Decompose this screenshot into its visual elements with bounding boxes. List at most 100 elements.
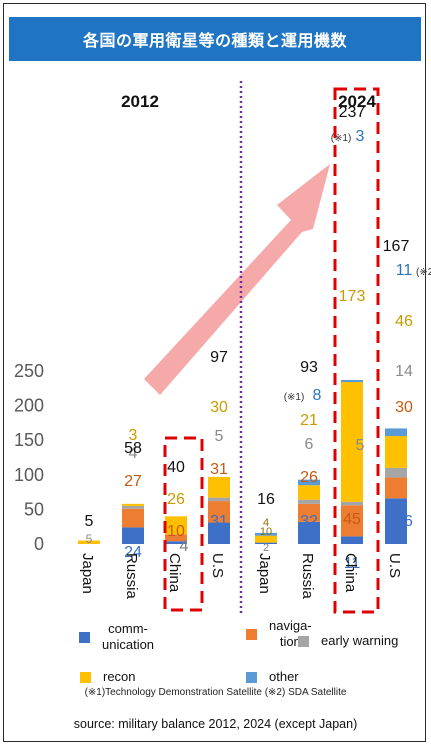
source-note: source: military balance 2012, 2024 (exc… [73, 717, 358, 731]
bar-segment-navigation [165, 534, 187, 542]
bar-segment-recon [165, 516, 187, 535]
legend-label: other [269, 669, 299, 684]
segment-label: 10 [167, 523, 185, 540]
note-marker: (※2 [416, 267, 431, 278]
bar-segment-other [255, 532, 277, 536]
total-label: 93 [300, 359, 318, 376]
bar-segment-other [385, 428, 407, 437]
y-tick-label: 200 [14, 396, 44, 416]
legend-swatch [246, 671, 257, 683]
bar-segment-navigation [122, 508, 144, 528]
segment-label: 5 [215, 428, 224, 445]
segment-label: 66 [395, 513, 413, 530]
bar-segment-recon [255, 535, 277, 543]
y-tick-label: 50 [24, 499, 44, 519]
bar-segment-recon [298, 485, 320, 500]
segment-label: 32 [300, 513, 318, 530]
bar-segment-other [298, 479, 320, 486]
bar-segment-recon [208, 476, 230, 498]
bar-segment-communication [122, 527, 144, 544]
highlight-china-2024 [333, 87, 380, 614]
segment-label: 5 [356, 437, 365, 454]
total-label: 237 [339, 104, 366, 121]
bar-segment-early_warning [208, 497, 230, 502]
segment-label: 21 [300, 412, 318, 429]
total-label: 16 [257, 491, 275, 508]
category-label: Japan [256, 553, 273, 594]
bar-segment-early_warning [122, 505, 144, 509]
bar-segment-communication [208, 522, 230, 544]
segment-label: 31 [210, 461, 228, 478]
category-label: China [342, 553, 359, 593]
segment-label: 46 [395, 313, 413, 330]
bar-segment-recon [385, 436, 407, 468]
bar-segment-navigation [208, 501, 230, 523]
segment-label: 11 [396, 262, 413, 279]
segment-label: 11 [344, 555, 361, 572]
bar-segment-recon [122, 503, 144, 506]
category-label: U.S [209, 553, 226, 578]
legend-label: comm- unication [102, 621, 155, 652]
segment-label: 6 [305, 436, 314, 453]
category-label: China [166, 553, 183, 593]
trend-arrow [144, 164, 330, 395]
legend-item-communication: comm- unication [79, 621, 154, 653]
total-label: 97 [210, 349, 228, 366]
legend-label: naviga- tion [269, 618, 312, 649]
legend-item-navigation: naviga- tion [246, 618, 312, 650]
segment-label: 10 [260, 526, 272, 538]
bar-segment-other [341, 379, 363, 383]
legend-item-early_warning: early warning [298, 633, 398, 649]
segment-label: 30 [210, 399, 228, 416]
bar-segment-communication [298, 521, 320, 544]
total-label: 167 [383, 238, 410, 255]
bar-segment-communication [255, 542, 277, 544]
segment-label: 30 [395, 399, 413, 416]
segment-label: 45 [343, 511, 361, 528]
bar-segment-navigation [298, 503, 320, 522]
legend-swatch [298, 635, 309, 647]
bar-segment-communication [341, 536, 363, 544]
category-label: Russia [299, 553, 316, 600]
total-label: 5 [85, 513, 94, 530]
segment-label: 173 [339, 288, 366, 305]
segment-label: 26 [300, 469, 318, 486]
year-label-2012: 2012 [121, 92, 159, 111]
legend-item-other: other [246, 669, 299, 685]
segment-label: 3 [356, 128, 365, 145]
segment-label: 31 [210, 513, 228, 530]
bar-segment-early_warning [341, 501, 363, 506]
bar-segment-communication [385, 498, 407, 544]
y-tick-label: 0 [34, 534, 44, 554]
category-label: U.S [386, 553, 403, 578]
bar-segment-navigation [385, 477, 407, 499]
segment-label: 2 [263, 542, 269, 554]
segment-label: 5 [86, 532, 93, 546]
chart-title: 各国の軍用衛星等の種類と運用機数 [9, 17, 421, 61]
segment-label: 14 [395, 363, 413, 380]
bar-segment-recon [78, 540, 100, 544]
legend-item-recon: recon [80, 669, 136, 685]
footnote: (※1)Technology Demonstration Satellite (… [84, 687, 347, 698]
y-tick-label: 100 [14, 465, 44, 485]
legend-swatch [79, 631, 90, 643]
category-label: Japan [79, 553, 96, 594]
legend-label: recon [103, 669, 136, 684]
segment-label: 4 [129, 445, 138, 462]
bar-segment-navigation [341, 505, 363, 537]
segment-label: 4 [180, 538, 189, 555]
y-tick-label: 150 [14, 430, 44, 450]
segment-label: 24 [124, 544, 142, 561]
segment-label: 4 [263, 517, 269, 529]
highlight-china-2012 [163, 436, 204, 612]
legend-swatch [80, 671, 91, 683]
year-label-2024: 2024 [338, 92, 376, 111]
segment-label: 8 [313, 387, 322, 404]
segment-label: 26 [167, 491, 185, 508]
segment-label: 3 [129, 427, 138, 444]
legend-label: early warning [321, 633, 399, 648]
total-label: 58 [124, 440, 142, 457]
legend-swatch [246, 628, 257, 640]
y-tick-label: 250 [14, 361, 44, 381]
